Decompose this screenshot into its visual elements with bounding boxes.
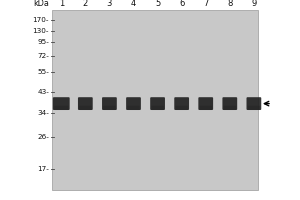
FancyBboxPatch shape — [126, 97, 141, 110]
Text: 3: 3 — [107, 0, 112, 8]
FancyBboxPatch shape — [103, 106, 116, 110]
Text: 6: 6 — [179, 0, 184, 8]
Text: 34-: 34- — [37, 110, 49, 116]
Text: 7: 7 — [203, 0, 208, 8]
Text: 95-: 95- — [37, 38, 49, 45]
FancyBboxPatch shape — [78, 97, 93, 110]
Text: 170-: 170- — [32, 17, 49, 23]
FancyBboxPatch shape — [54, 106, 68, 110]
FancyBboxPatch shape — [79, 106, 92, 110]
Bar — [52, 10, 258, 190]
Text: kDa: kDa — [33, 0, 49, 8]
Text: 4: 4 — [131, 0, 136, 8]
Text: 8: 8 — [227, 0, 232, 8]
FancyBboxPatch shape — [200, 106, 212, 110]
FancyBboxPatch shape — [222, 97, 237, 110]
FancyBboxPatch shape — [224, 106, 236, 110]
FancyBboxPatch shape — [127, 106, 140, 110]
Text: 9: 9 — [251, 0, 256, 8]
FancyBboxPatch shape — [247, 97, 261, 110]
Text: 5: 5 — [155, 0, 160, 8]
FancyBboxPatch shape — [102, 97, 117, 110]
FancyBboxPatch shape — [198, 97, 213, 110]
FancyBboxPatch shape — [53, 97, 70, 110]
FancyBboxPatch shape — [176, 106, 188, 110]
Text: 17-: 17- — [37, 166, 49, 172]
Text: 55-: 55- — [37, 69, 49, 75]
Text: 43-: 43- — [37, 89, 49, 95]
Text: 26-: 26- — [37, 134, 49, 140]
FancyBboxPatch shape — [151, 106, 164, 110]
Text: 1: 1 — [58, 0, 64, 8]
Text: 130-: 130- — [32, 28, 49, 34]
FancyBboxPatch shape — [248, 106, 260, 110]
Text: 72-: 72- — [37, 53, 49, 59]
FancyBboxPatch shape — [150, 97, 165, 110]
Text: 2: 2 — [83, 0, 88, 8]
FancyBboxPatch shape — [174, 97, 189, 110]
